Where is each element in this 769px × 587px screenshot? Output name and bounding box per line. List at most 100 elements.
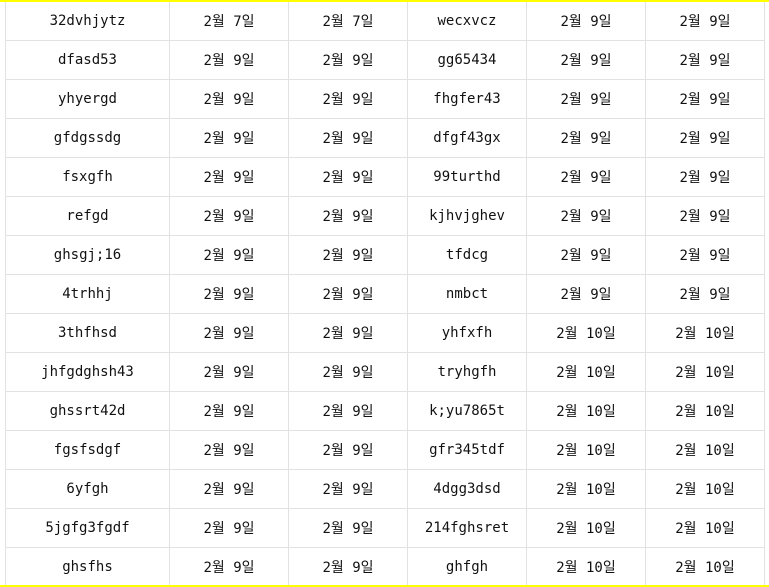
cell[interactable]: 2월 10일: [526, 430, 646, 470]
cell[interactable]: fgsfsdgf: [5, 430, 170, 470]
selection-border-bottom: [0, 585, 769, 587]
cell[interactable]: 2월 7일: [169, 2, 289, 41]
table-row: ghsfhs 2월 9일 2월 9일 ghfgh 2월 10일 2월 10일: [5, 547, 765, 586]
cell[interactable]: 2월 9일: [645, 235, 765, 275]
cell[interactable]: 2월 9일: [169, 157, 289, 197]
cell[interactable]: 2월 9일: [169, 40, 289, 80]
cell[interactable]: fhgfer43: [407, 79, 527, 119]
cell[interactable]: 2월 9일: [645, 79, 765, 119]
cell[interactable]: 2월 9일: [526, 118, 646, 158]
cell[interactable]: 2월 9일: [526, 235, 646, 275]
cell[interactable]: 2월 9일: [526, 274, 646, 314]
cell[interactable]: ghssrt42d: [5, 391, 170, 431]
cell[interactable]: gg65434: [407, 40, 527, 80]
cell[interactable]: 2월 9일: [645, 40, 765, 80]
cell[interactable]: 4trhhj: [5, 274, 170, 314]
cell[interactable]: 2월 9일: [169, 430, 289, 470]
cell[interactable]: 2월 9일: [169, 469, 289, 509]
cell[interactable]: 2월 9일: [645, 274, 765, 314]
table-row: yhyergd 2월 9일 2월 9일 fhgfer43 2월 9일 2월 9일: [5, 79, 765, 119]
cell[interactable]: 2월 9일: [288, 391, 408, 431]
cell[interactable]: 2월 9일: [645, 2, 765, 41]
cell[interactable]: yhyergd: [5, 79, 170, 119]
cell[interactable]: 2월 9일: [288, 547, 408, 586]
cell[interactable]: 2월 10일: [645, 469, 765, 509]
cell[interactable]: 2월 9일: [169, 547, 289, 586]
cell[interactable]: 2월 9일: [169, 391, 289, 431]
cell[interactable]: fsxgfh: [5, 157, 170, 197]
cell[interactable]: 2월 9일: [288, 352, 408, 392]
cell[interactable]: refgd: [5, 196, 170, 236]
table-row: ghsgj;16 2월 9일 2월 9일 tfdcg 2월 9일 2월 9일: [5, 235, 765, 275]
cell[interactable]: 3thfhsd: [5, 313, 170, 353]
cell[interactable]: 32dvhjytz: [5, 2, 170, 41]
cell[interactable]: dfgf43gx: [407, 118, 527, 158]
cell[interactable]: 2월 9일: [169, 196, 289, 236]
cell[interactable]: 2월 10일: [526, 313, 646, 353]
table-row: ghssrt42d 2월 9일 2월 9일 k;yu7865t 2월 10일 2월 10일: [5, 391, 765, 431]
cell[interactable]: 2월 9일: [169, 313, 289, 353]
cell[interactable]: 2월 9일: [169, 352, 289, 392]
cell[interactable]: k;yu7865t: [407, 391, 527, 431]
cell[interactable]: 2월 10일: [526, 391, 646, 431]
cell[interactable]: 2월 9일: [288, 430, 408, 470]
cell[interactable]: 2월 9일: [526, 157, 646, 197]
cell[interactable]: ghfgh: [407, 547, 527, 586]
cell[interactable]: yhfxfh: [407, 313, 527, 353]
cell[interactable]: 2월 10일: [645, 391, 765, 431]
cell[interactable]: 2월 9일: [288, 196, 408, 236]
table-row: 5jgfg3fgdf 2월 9일 2월 9일 214fghsret 2월 10일 2월 1…: [5, 508, 765, 548]
cell[interactable]: 2월 10일: [526, 352, 646, 392]
cell[interactable]: nmbct: [407, 274, 527, 314]
cell[interactable]: gfr345tdf: [407, 430, 527, 470]
cell[interactable]: 2월 9일: [645, 157, 765, 197]
cell[interactable]: 2월 9일: [288, 40, 408, 80]
cell[interactable]: 2월 9일: [169, 508, 289, 548]
cell[interactable]: 2월 9일: [288, 313, 408, 353]
cell[interactable]: 2월 10일: [645, 547, 765, 586]
cell[interactable]: 2월 9일: [526, 40, 646, 80]
cell[interactable]: 2월 9일: [288, 235, 408, 275]
cell[interactable]: 2월 9일: [288, 118, 408, 158]
cell[interactable]: wecxvcz: [407, 2, 527, 41]
cell[interactable]: 2월 10일: [645, 352, 765, 392]
cell[interactable]: 2월 9일: [169, 274, 289, 314]
cell[interactable]: gfdgssdg: [5, 118, 170, 158]
table-row: fsxgfh 2월 9일 2월 9일 99turthd 2월 9일 2월 9일: [5, 157, 765, 197]
cell[interactable]: ghsfhs: [5, 547, 170, 586]
cell[interactable]: 2월 9일: [526, 2, 646, 41]
cell[interactable]: 2월 9일: [169, 235, 289, 275]
cell[interactable]: 2월 10일: [645, 313, 765, 353]
cell[interactable]: 99turthd: [407, 157, 527, 197]
cell[interactable]: 2월 10일: [526, 469, 646, 509]
cell[interactable]: tfdcg: [407, 235, 527, 275]
cell[interactable]: 2월 9일: [288, 79, 408, 119]
cell[interactable]: 2월 9일: [526, 196, 646, 236]
cell[interactable]: 6yfgh: [5, 469, 170, 509]
cell[interactable]: 2월 7일: [288, 2, 408, 41]
cell[interactable]: 214fghsret: [407, 508, 527, 548]
cell[interactable]: 2월 9일: [288, 508, 408, 548]
cell[interactable]: 2월 9일: [645, 118, 765, 158]
cell[interactable]: kjhvjghev: [407, 196, 527, 236]
cell[interactable]: 2월 9일: [169, 79, 289, 119]
cell[interactable]: 2월 9일: [526, 79, 646, 119]
cell[interactable]: 2월 9일: [169, 118, 289, 158]
cell[interactable]: 5jgfg3fgdf: [5, 508, 170, 548]
cell[interactable]: 2월 9일: [288, 157, 408, 197]
cell[interactable]: 2월 10일: [645, 430, 765, 470]
cell[interactable]: 2월 9일: [288, 469, 408, 509]
cell[interactable]: 2월 10일: [526, 508, 646, 548]
table-row: gfdgssdg 2월 9일 2월 9일 dfgf43gx 2월 9일 2월 9일: [5, 118, 765, 158]
cell[interactable]: 2월 10일: [645, 508, 765, 548]
table-row: 6yfgh 2월 9일 2월 9일 4dgg3dsd 2월 10일 2월 10일: [5, 469, 765, 509]
cell[interactable]: 2월 9일: [645, 196, 765, 236]
table-row: 4trhhj 2월 9일 2월 9일 nmbct 2월 9일 2월 9일: [5, 274, 765, 314]
cell[interactable]: ghsgj;16: [5, 235, 170, 275]
cell[interactable]: dfasd53: [5, 40, 170, 80]
cell[interactable]: jhfgdghsh43: [5, 352, 170, 392]
cell[interactable]: 2월 10일: [526, 547, 646, 586]
cell[interactable]: tryhgfh: [407, 352, 527, 392]
cell[interactable]: 4dgg3dsd: [407, 469, 527, 509]
cell[interactable]: 2월 9일: [288, 274, 408, 314]
